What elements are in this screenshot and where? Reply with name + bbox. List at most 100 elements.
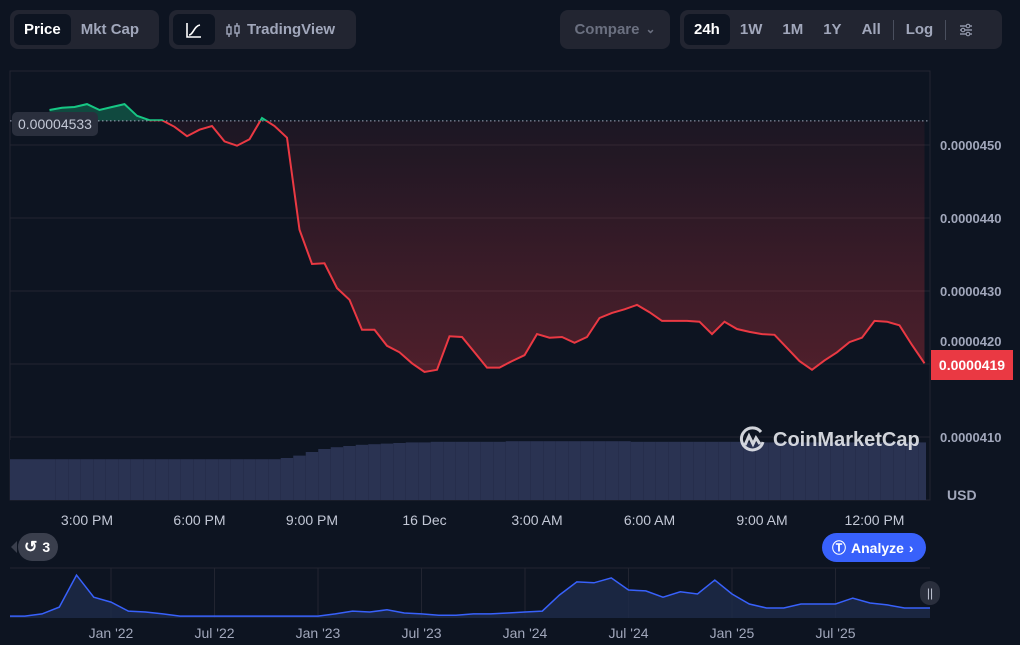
volume-bar [618, 441, 631, 500]
volume-bar [605, 441, 619, 500]
range-1y[interactable]: 1Y [823, 21, 842, 38]
y-tick-label: 0.0000440 [940, 211, 1001, 226]
range-all[interactable]: All [861, 21, 881, 38]
volume-bar [680, 441, 694, 500]
volume-bar [330, 447, 344, 500]
volume-bar [668, 441, 681, 500]
volume-bar [905, 442, 919, 500]
volume-bar [305, 452, 319, 500]
volume-bar [393, 443, 406, 500]
line-chart-button[interactable] [173, 14, 215, 45]
volume-bar [268, 459, 281, 500]
volume-bar [643, 441, 656, 500]
volume-bar [168, 459, 181, 500]
history-badge[interactable]: ↺ 3 [10, 533, 59, 561]
x-tick-label: 3:00 PM [61, 512, 113, 528]
volume-bar [630, 441, 644, 500]
volume-bar [743, 442, 756, 500]
volume-bar [543, 441, 556, 500]
coinmarketcap-watermark: CoinMarketCap [737, 425, 920, 455]
coinmarketcap-ai-icon: Ⓣ [832, 539, 846, 556]
volume-bar [155, 459, 169, 500]
navigator-tick-label: Jul '22 [194, 625, 234, 641]
price-mktcap-toggle: Price Mkt Cap [10, 10, 159, 49]
volume-bar [368, 444, 381, 500]
y-tick-label: 0.0000430 [940, 284, 1001, 299]
volume-bar [755, 442, 769, 500]
navigator-tick-label: Jul '23 [401, 625, 441, 641]
navigator-tick-label: Jan '22 [89, 625, 134, 641]
x-tick-label: 16 Dec [402, 512, 446, 528]
volume-bar [68, 459, 81, 500]
volume-bar [793, 442, 806, 500]
volume-bar [355, 444, 369, 500]
history-icon: ↺ [24, 539, 38, 556]
volume-bar [780, 442, 794, 500]
volume-bar [55, 459, 69, 500]
tradingview-button[interactable]: TradingView [215, 14, 345, 45]
analyze-button[interactable]: Ⓣ Analyze › [822, 533, 926, 562]
volume-bar [443, 441, 456, 500]
tradingview-label: TradingView [247, 21, 336, 38]
chevron-right-icon: › [908, 539, 914, 556]
mkt-cap-tab[interactable]: Mkt Cap [80, 21, 140, 38]
x-tick-label: 12:00 PM [845, 512, 905, 528]
analyze-label: Analyze [851, 539, 904, 556]
volume-bar [593, 441, 606, 500]
compare-label: Compare ⌄ [564, 14, 665, 45]
chart-settings-button[interactable] [948, 14, 984, 45]
log-toggle[interactable]: Log [905, 21, 934, 38]
volume-bar [818, 442, 831, 500]
navigator-tick-label: Jan '24 [503, 625, 548, 641]
volume-bar [318, 449, 331, 500]
volume-bar [243, 459, 256, 500]
sliders-icon [960, 23, 973, 36]
volume-bar [293, 455, 306, 500]
price-tab[interactable]: Price [14, 14, 71, 45]
volume-bar [418, 442, 431, 500]
navigator-tick-label: Jul '24 [608, 625, 648, 641]
volume-bar [768, 442, 781, 500]
navigator-handle[interactable]: || [920, 581, 940, 605]
divider [945, 19, 947, 40]
line-chart-icon [186, 22, 201, 38]
volume-bar [505, 441, 519, 500]
volume-bar [568, 441, 581, 500]
compare-dropdown[interactable]: Compare ⌄ [560, 10, 670, 49]
volume-bar [10, 459, 56, 500]
range-24h[interactable]: 24h [684, 14, 730, 45]
volume-bar [80, 459, 94, 500]
chevron-down-icon: ⌄ [645, 22, 656, 36]
price-area-up [49, 104, 925, 121]
volume-bar [343, 446, 356, 500]
x-tick-label: 9:00 PM [286, 512, 338, 528]
x-tick-label: 6:00 AM [624, 512, 675, 528]
x-tick-label: 6:00 PM [173, 512, 225, 528]
range-1m[interactable]: 1M [782, 21, 804, 38]
history-count: 3 [42, 539, 51, 555]
divider [892, 19, 894, 40]
volume-bar [730, 441, 744, 500]
volume-bar [830, 442, 844, 500]
volume-bar [555, 441, 569, 500]
volume-bar [105, 459, 119, 500]
volume-bar [918, 442, 926, 500]
volume-bar [493, 441, 506, 500]
candlestick-icon [226, 22, 240, 37]
volume-bar [718, 441, 731, 500]
volume-bar [143, 459, 156, 500]
y-tick-label: 0.0000420 [940, 334, 1001, 349]
navigator[interactable]: Jan '22 Jul '22 Jan '23 Jul '23 Jan '24 Jul '… [10, 568, 930, 641]
volume-bar [480, 441, 494, 500]
range-1w[interactable]: 1W [739, 21, 763, 38]
x-tick-label: 9:00 AM [736, 512, 787, 528]
volume-bar [468, 441, 481, 500]
volume-bar [405, 442, 419, 500]
current-price-badge: 0.0000419 [931, 350, 1013, 380]
volume-bar [280, 458, 294, 500]
navigator-line [10, 573, 930, 617]
volume-bar [255, 459, 269, 500]
volume-bar [868, 442, 881, 500]
y-tick-label: 0.0000450 [940, 138, 1001, 153]
